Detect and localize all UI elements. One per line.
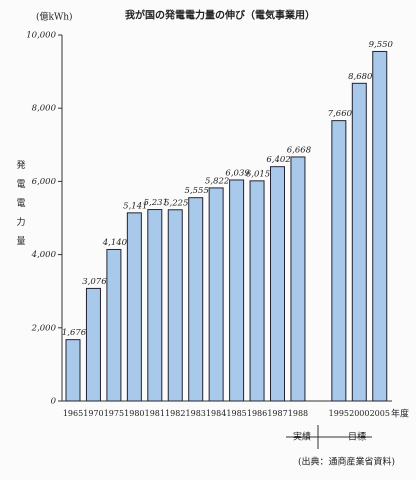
value-label: 6,015 <box>246 169 270 179</box>
y-tick-label: 10,000 <box>26 31 56 41</box>
y-tick-label: 6,000 <box>32 177 57 187</box>
value-label: 5,225 <box>164 198 188 208</box>
x-tick-label: 1965 <box>63 409 83 418</box>
period-label: 目標 <box>348 431 366 443</box>
x-tick-label: 1988 <box>288 409 308 418</box>
value-label: 7,660 <box>328 109 353 119</box>
bar <box>351 82 367 402</box>
x-tick-label: 1980 <box>124 409 144 418</box>
source-note: (出典：通商産業省資料) <box>298 456 395 468</box>
bar <box>331 120 347 402</box>
bar <box>290 156 306 402</box>
bar <box>208 187 224 402</box>
x-tick-label: 1975 <box>104 409 124 418</box>
bar <box>65 339 81 402</box>
y-tick-label: 4,000 <box>31 250 57 260</box>
bar <box>106 248 122 402</box>
value-label: 9,550 <box>369 40 394 50</box>
value-label: 5,822 <box>205 176 229 186</box>
value-label: 5,231 <box>144 198 168 208</box>
bar <box>188 197 204 402</box>
x-tick-label: 1986 <box>247 409 267 418</box>
bar <box>85 287 101 402</box>
bar <box>372 50 388 402</box>
value-label: 5,141 <box>123 201 147 211</box>
bar <box>167 209 183 402</box>
y-tick-label: 8,000 <box>32 104 57 114</box>
y-unit: (億kWh) <box>36 11 73 23</box>
value-label: 3,076 <box>82 277 107 287</box>
x-tick-label: 1985 <box>226 409 246 418</box>
y-axis-label: 発電電力量 <box>15 159 26 255</box>
x-tick-label: 1984 <box>206 409 226 418</box>
x-axis-label: 年度 <box>391 408 409 420</box>
x-tick-label: 1983 <box>186 409 206 418</box>
value-label: 6,402 <box>266 155 290 165</box>
value-label: 5,555 <box>185 186 209 196</box>
x-tick-label: 2005 <box>370 409 390 418</box>
value-label: 6,668 <box>287 145 312 155</box>
period-label: 実績 <box>293 431 311 443</box>
bar <box>147 209 163 402</box>
y-tick-label: 0 <box>51 397 57 407</box>
x-tick-label: 1987 <box>267 409 287 418</box>
bar <box>126 212 142 402</box>
chart-title: 我が国の発電電力量の伸び（電気事業用） <box>125 9 315 22</box>
bar <box>249 180 265 402</box>
bar <box>229 179 245 402</box>
value-label: 1,676 <box>62 328 87 338</box>
value-label: 8,680 <box>348 72 373 82</box>
x-tick-label: 1982 <box>165 409 185 418</box>
x-tick-label: 1995 <box>329 409 349 418</box>
y-tick-label: 2,000 <box>31 323 57 333</box>
value-label: 6,039 <box>225 168 250 178</box>
bar <box>270 166 285 402</box>
value-label: 4,140 <box>102 238 128 248</box>
x-tick-label: 2000 <box>349 409 369 418</box>
x-tick-label: 1981 <box>145 409 165 418</box>
x-tick-label: 1970 <box>83 409 103 418</box>
